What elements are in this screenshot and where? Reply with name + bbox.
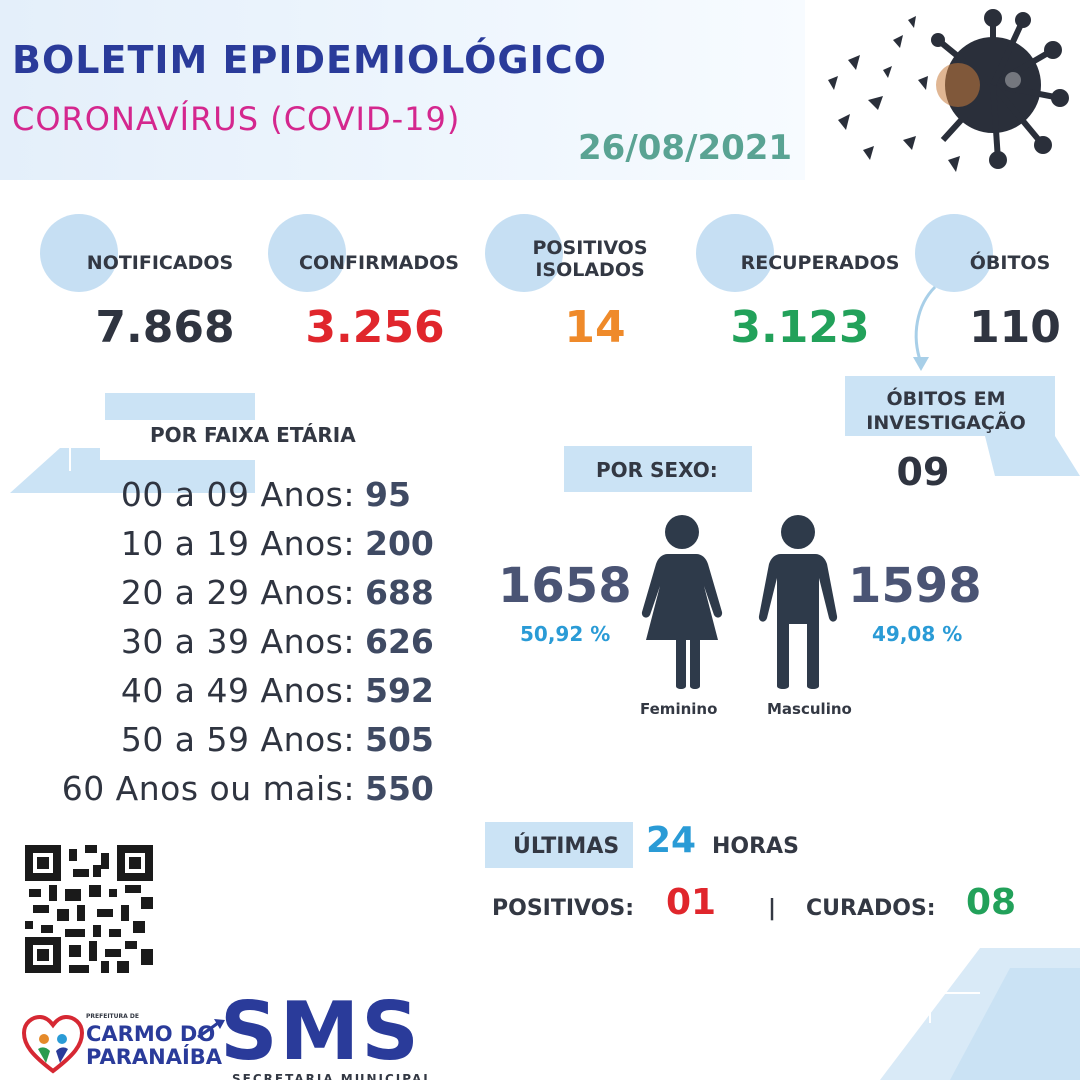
city-name-line2: PARANAÍBA bbox=[86, 1045, 223, 1069]
stat-bubble bbox=[696, 214, 774, 292]
header-band bbox=[0, 0, 805, 180]
page-title: BOLETIM EPIDEMIOLÓGICO bbox=[12, 38, 607, 82]
age-list: 00 a 09 Anos: 95 10 a 19 Anos: 200 20 a … bbox=[20, 475, 445, 825]
age-range-label: 10 a 19 Anos: bbox=[120, 524, 355, 563]
stat-bubble bbox=[915, 214, 993, 292]
investigation-panel bbox=[845, 376, 1080, 476]
list-item: 30 a 39 Anos: 626 bbox=[121, 622, 445, 670]
male-figure-icon bbox=[758, 515, 838, 689]
investigacao-label-line1: ÓBITOS EM bbox=[886, 388, 1006, 410]
stat-bubble bbox=[268, 214, 346, 292]
age-range-value: 592 bbox=[365, 671, 434, 710]
age-title: POR FAIXA ETÁRIA bbox=[150, 423, 356, 447]
age-range-value: 505 bbox=[365, 720, 434, 759]
list-item: 10 a 19 Anos: 200 bbox=[121, 524, 445, 572]
male-count: 1598 bbox=[848, 558, 982, 614]
last24-suffix: HORAS bbox=[712, 834, 799, 859]
age-range-value: 95 bbox=[365, 475, 411, 514]
report-date: 26/08/2021 bbox=[578, 128, 793, 168]
notificados-value: 7.868 bbox=[95, 302, 235, 353]
positivos-value: 14 bbox=[564, 302, 626, 353]
age-range-label: 30 a 39 Anos: bbox=[120, 622, 355, 661]
last24-prefix: ÚLTIMAS bbox=[513, 834, 620, 859]
age-title-bg bbox=[100, 420, 430, 460]
obitos-label: ÓBITOS bbox=[969, 252, 1051, 274]
age-range-label: 50 a 59 Anos: bbox=[120, 720, 355, 759]
sex-title-bg bbox=[564, 446, 752, 492]
age-range-value: 626 bbox=[365, 622, 434, 661]
city-name-line1: CARMO DO bbox=[86, 1022, 216, 1046]
last24-positives-label: POSITIVOS: bbox=[492, 896, 635, 921]
notificados-label: NOTIFICADOS bbox=[86, 252, 234, 274]
recuperados-label: RECUPERADOS bbox=[740, 252, 900, 274]
arrow-icon bbox=[913, 285, 937, 371]
list-item: 60 Anos ou mais: 550 bbox=[62, 769, 445, 817]
last24-number: 24 bbox=[646, 820, 697, 861]
age-range-label: 60 Anos ou mais: bbox=[61, 769, 355, 808]
list-item: 40 a 49 Anos: 592 bbox=[121, 671, 445, 719]
sex-title: POR SEXO: bbox=[596, 458, 718, 482]
age-range-value: 200 bbox=[365, 524, 434, 563]
prefeitura-label: PREFEITURA DE bbox=[86, 1013, 139, 1020]
heart-logo-icon bbox=[22, 1015, 84, 1074]
last24-cured-value: 08 bbox=[966, 882, 1017, 923]
list-item: 20 a 29 Anos: 688 bbox=[121, 573, 445, 621]
positivos-label-line1: POSITIVOS bbox=[532, 237, 648, 259]
investigacao-label-line2: INVESTIGAÇÃO bbox=[866, 412, 1026, 434]
page-subtitle: CORONAVÍRUS (COVID-19) bbox=[12, 100, 461, 138]
last24-cured-label: CURADOS: bbox=[806, 896, 936, 921]
positivos-label-line2: ISOLADOS bbox=[535, 259, 645, 281]
female-figure-icon bbox=[641, 515, 723, 689]
age-range-label: 40 a 49 Anos: bbox=[120, 671, 355, 710]
list-item: 50 a 59 Anos: 505 bbox=[121, 720, 445, 768]
confirmados-value: 3.256 bbox=[305, 302, 445, 353]
female-caption: Feminino bbox=[640, 700, 718, 718]
age-range-label: 00 a 09 Anos: bbox=[120, 475, 355, 514]
confirmados-label: CONFIRMADOS bbox=[299, 252, 459, 274]
recuperados-value: 3.123 bbox=[730, 302, 870, 353]
stat-bubble bbox=[40, 214, 118, 292]
age-range-value: 688 bbox=[365, 573, 434, 612]
female-count: 1658 bbox=[498, 558, 632, 614]
age-range-label: 20 a 29 Anos: bbox=[120, 573, 355, 612]
male-caption: Masculino bbox=[767, 700, 852, 718]
arrow-icon bbox=[197, 1019, 225, 1039]
list-item: 00 a 09 Anos: 95 bbox=[121, 475, 445, 523]
coronavirus-art-icon bbox=[828, 9, 1069, 172]
last24-bg bbox=[485, 822, 633, 868]
decorative-panel bbox=[880, 948, 1080, 1080]
age-range-value: 550 bbox=[365, 769, 434, 808]
male-percent: 49,08 % bbox=[872, 622, 963, 646]
stat-bubble bbox=[485, 214, 563, 292]
last24-separator: | bbox=[768, 896, 777, 921]
obitos-value: 110 bbox=[969, 302, 1061, 353]
last24-positives-value: 01 bbox=[666, 882, 717, 923]
female-percent: 50,92 % bbox=[520, 622, 611, 646]
qr-code-icon bbox=[25, 845, 153, 973]
sms-subtitle: SECRETARIA MUNICIPAL bbox=[232, 1072, 433, 1080]
investigacao-value: 09 bbox=[896, 450, 950, 494]
sms-logo: SMS bbox=[220, 985, 421, 1078]
